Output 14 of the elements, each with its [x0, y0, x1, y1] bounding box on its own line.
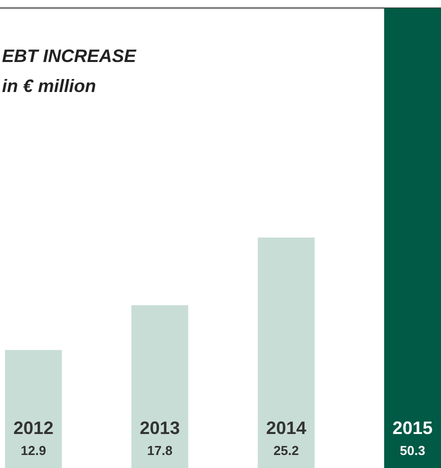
data-label: 50.3 — [400, 443, 426, 458]
x-tick-label: 2012 — [13, 418, 54, 438]
data-label: 12.9 — [20, 443, 46, 458]
text: in € million — [2, 76, 96, 96]
bar — [384, 8, 441, 468]
x-tick-label: 2014 — [266, 418, 306, 438]
data-label: 25.2 — [274, 443, 299, 458]
bar — [5, 350, 62, 468]
bar — [131, 305, 188, 468]
x-tick-label: 2015 — [392, 418, 433, 438]
text: EBT INCREASE — [2, 46, 138, 66]
data-label: 17.8 — [147, 443, 172, 458]
bar — [258, 238, 315, 468]
x-tick-label: 2013 — [140, 418, 180, 438]
